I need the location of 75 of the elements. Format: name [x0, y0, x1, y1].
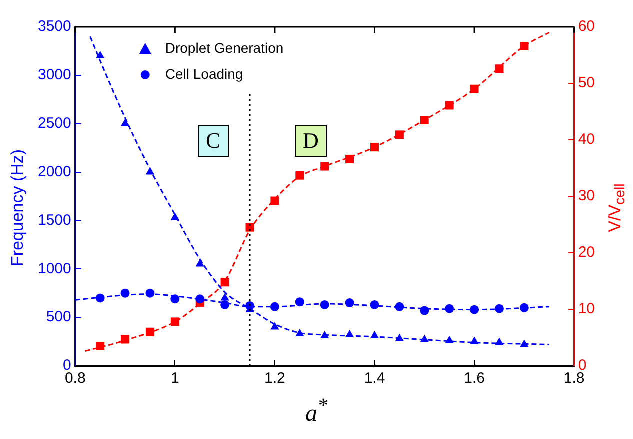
y2-tick-label: 20: [578, 244, 596, 262]
point: [420, 116, 429, 124]
point: [295, 298, 304, 307]
y2-tick-label: 50: [578, 74, 596, 92]
y2-tick-label: 10: [578, 300, 596, 318]
point: [346, 154, 354, 164]
point: [370, 143, 379, 152]
point: [345, 330, 354, 338]
point: [96, 342, 105, 350]
point: [170, 294, 180, 304]
point: [120, 118, 130, 126]
point: [420, 306, 430, 316]
point: [370, 300, 380, 310]
point: [395, 130, 404, 140]
point: [170, 212, 180, 220]
point: [470, 84, 479, 94]
y-tick-label: 3500: [38, 18, 72, 36]
y-tick-label: 2500: [38, 115, 72, 132]
point: [120, 288, 130, 298]
point: [320, 330, 330, 338]
legend-label: Cell Loading: [165, 66, 244, 82]
point: [96, 51, 105, 59]
point: [520, 340, 529, 348]
point: [146, 328, 154, 336]
y2-tick-label: 40: [578, 131, 596, 148]
point: [520, 303, 529, 312]
point: [445, 336, 454, 344]
y-tick-label: 1500: [38, 212, 72, 229]
point: [370, 330, 380, 338]
point: [220, 278, 230, 287]
point: [270, 302, 280, 312]
legend-label: Droplet Generation: [165, 40, 284, 56]
point: [470, 305, 480, 314]
point: [520, 42, 529, 50]
x-tick-label: 1.6: [464, 370, 485, 388]
y-tick-label: 3000: [38, 66, 72, 84]
point: [196, 259, 204, 267]
annotation: D: [295, 125, 327, 157]
x-tick-label: 1.4: [364, 370, 386, 388]
point: [495, 338, 504, 346]
point: [121, 335, 130, 344]
point: [220, 300, 230, 310]
y-tick-label: 500: [46, 308, 72, 326]
x-tick-label: 1.8: [564, 370, 585, 388]
point: [495, 64, 504, 74]
point: [494, 304, 504, 314]
annotation: C: [198, 125, 229, 157]
point: [146, 288, 155, 298]
point: [220, 293, 230, 301]
point: [296, 329, 304, 337]
point: [470, 336, 479, 344]
point: [270, 196, 280, 206]
y2-tick-label: 60: [578, 18, 596, 36]
point: [445, 304, 454, 314]
point: [395, 302, 404, 312]
x-tick-label: 0.8: [64, 370, 86, 388]
point: [196, 294, 205, 304]
y2-tick-label: 30: [578, 188, 596, 205]
point: [170, 318, 180, 326]
y-tick-label: 1000: [38, 260, 72, 278]
point: [445, 101, 454, 110]
point: [420, 334, 429, 342]
point: [270, 322, 280, 330]
point: [296, 171, 304, 180]
y-axis-title: Frequency (Hz): [8, 149, 28, 267]
point: [320, 300, 330, 310]
x-tick-label: 1: [170, 370, 180, 388]
point: [320, 162, 330, 171]
point: [146, 167, 155, 175]
point: [395, 334, 404, 342]
point: [96, 294, 105, 303]
y-tick-label: 2000: [38, 163, 72, 180]
point: [345, 298, 354, 308]
x-tick-label: 1.2: [264, 370, 286, 388]
x-axis-title: a$^{*}$: [304, 395, 328, 428]
